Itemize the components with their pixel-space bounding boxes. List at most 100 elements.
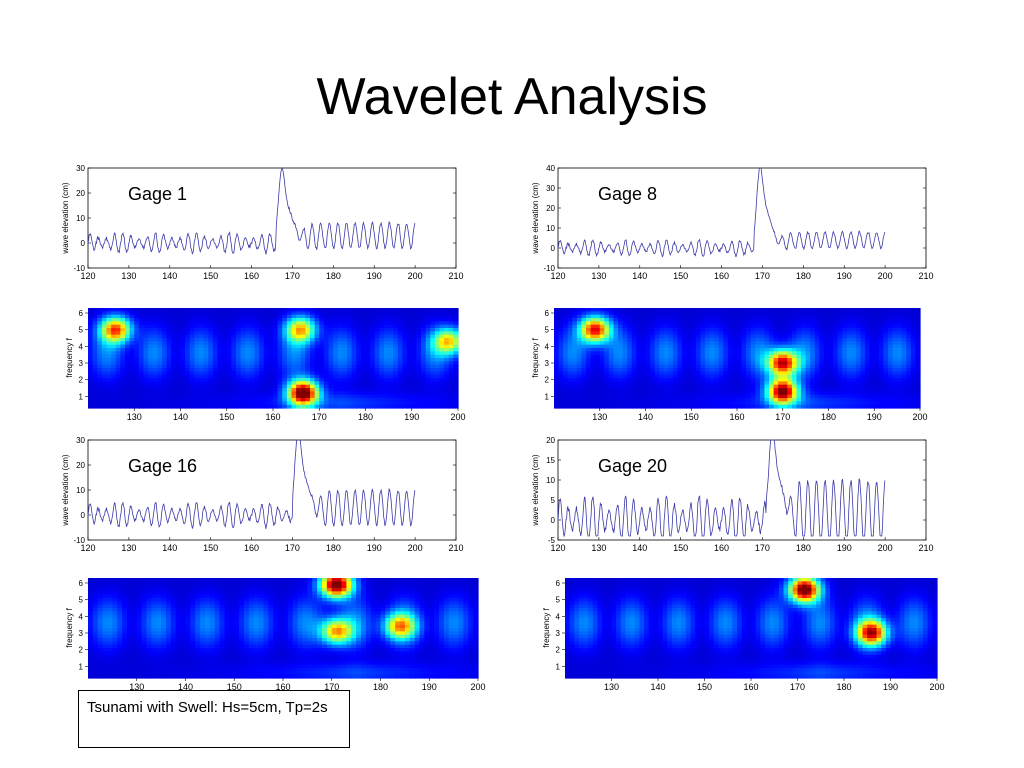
x-tick-label-gage-20: 170	[755, 543, 770, 553]
x-tick-label-gage-8: 130	[591, 271, 606, 281]
y-tick-label-gage-20: 20	[546, 436, 555, 445]
x-tick-label-spectrum-gage-16: 180	[373, 682, 388, 692]
y-tick-label-spectrum-gage-8: 1	[545, 392, 550, 401]
x-tick-label-gage-1: 150	[203, 271, 218, 281]
x-tick-label-gage-20: 210	[918, 543, 933, 553]
y-tick-label-gage-8: -10	[543, 264, 555, 273]
y-tick-label-gage-8: 0	[551, 244, 556, 253]
x-tick-label-spectrum-gage-8: 130	[592, 412, 607, 422]
x-tick-label-spectrum-gage-1: 170	[312, 412, 327, 422]
x-tick-label-gage-20: 150	[673, 543, 688, 553]
series-line-gage-8	[557, 167, 886, 258]
x-tick-label-spectrum-gage-8: 180	[821, 412, 836, 422]
plot-frame-gage-8	[557, 167, 927, 269]
y-tick-label-spectrum-gage-8: 5	[545, 326, 550, 335]
x-tick-label-spectrum-gage-20: 160	[743, 682, 758, 692]
x-tick-label-gage-8: 120	[550, 271, 565, 281]
x-tick-label-gage-8: 190	[837, 271, 852, 281]
x-tick-label-spectrum-gage-20: 150	[697, 682, 712, 692]
x-tick-label-spectrum-gage-20: 180	[836, 682, 851, 692]
gage-1-wavelet-spectrum: 130 140 150 160 170 180 190 200 1 2 3 4 5 6 frequency …	[60, 302, 470, 424]
plot-frame-gage-16	[87, 439, 457, 541]
x-tick-label-gage-8: 170	[755, 271, 770, 281]
gage-20-wavelet-spectrum: 130 140 150 160 170 180 190 200 1 2 3 4 5 6 frequency …	[530, 572, 950, 694]
x-tick-label-spectrum-gage-1: 200	[450, 412, 465, 422]
y-tick-label-spectrum-gage-20: 4	[556, 612, 561, 621]
y-tick-label-gage-8: 30	[546, 184, 555, 193]
x-tick-label-gage-20: 200	[878, 543, 893, 553]
y-tick-label-spectrum-gage-16: 1	[79, 662, 84, 671]
y-tick-label-spectrum-gage-16: 2	[79, 646, 84, 655]
x-tick-label-gage-1: 210	[448, 271, 463, 281]
y-axis-label-spectrum-gage-20: frequency f	[542, 607, 551, 647]
x-tick-label-gage-1: 180	[326, 271, 341, 281]
y-tick-label-gage-1: -10	[73, 264, 85, 273]
y-tick-label-gage-20: -5	[548, 536, 556, 545]
y-tick-label-spectrum-gage-8: 2	[545, 376, 550, 385]
x-tick-label-spectrum-gage-16: 130	[129, 682, 144, 692]
y-tick-label-gage-20: 0	[551, 516, 556, 525]
y-axis-label-gage-1: wave elevation (cm)	[61, 182, 70, 254]
x-tick-label-spectrum-gage-8: 190	[867, 412, 882, 422]
x-tick-label-spectrum-gage-8: 150	[684, 412, 699, 422]
y-tick-label-spectrum-gage-20: 2	[556, 646, 561, 655]
x-tick-label-gage-1: 190	[367, 271, 382, 281]
x-tick-label-gage-1: 120	[80, 271, 95, 281]
x-tick-label-gage-1: 170	[285, 271, 300, 281]
y-axis-label-spectrum-gage-16: frequency f	[65, 607, 74, 647]
gage-label-20: Gage 20	[598, 456, 667, 476]
y-tick-label-gage-20: 10	[546, 476, 555, 485]
y-tick-label-gage-16: 30	[76, 436, 85, 445]
y-tick-label-gage-1: 0	[81, 239, 86, 248]
x-tick-label-spectrum-gage-20: 170	[790, 682, 805, 692]
x-tick-label-spectrum-gage-8: 200	[912, 412, 927, 422]
x-tick-label-spectrum-gage-1: 140	[173, 412, 188, 422]
y-tick-label-gage-20: 15	[546, 456, 555, 465]
heatmap-cells-gage-16	[88, 578, 479, 679]
series-line-gage-20	[557, 439, 886, 538]
y-tick-label-gage-16: 10	[76, 486, 85, 495]
heatmap-cells-gage-20	[565, 578, 938, 679]
y-tick-label-spectrum-gage-16: 6	[79, 579, 84, 588]
x-tick-label-gage-20: 120	[550, 543, 565, 553]
x-tick-label-gage-16: 150	[203, 543, 218, 553]
x-tick-label-gage-20: 180	[796, 543, 811, 553]
x-tick-label-spectrum-gage-1: 190	[404, 412, 419, 422]
y-tick-label-spectrum-gage-1: 1	[79, 392, 84, 401]
x-tick-label-spectrum-gage-8: 160	[729, 412, 744, 422]
y-tick-label-gage-8: 40	[546, 164, 555, 173]
gage-label-16: Gage 16	[128, 456, 197, 476]
x-tick-label-gage-16: 140	[162, 543, 177, 553]
x-tick-label-gage-16: 160	[244, 543, 259, 553]
x-tick-label-gage-16: 190	[367, 543, 382, 553]
y-tick-label-gage-1: 20	[76, 189, 85, 198]
plot-frame-gage-20	[557, 439, 927, 541]
x-tick-label-gage-16: 130	[121, 543, 136, 553]
y-tick-label-spectrum-gage-1: 5	[79, 326, 84, 335]
gage-label-1: Gage 1	[128, 184, 187, 204]
gage-16-wavelet-spectrum: 130 140 150 160 170 180 190 200 1 2 3 4 5 6 frequency …	[60, 572, 490, 694]
x-tick-label-spectrum-gage-8: 140	[638, 412, 653, 422]
x-tick-label-gage-20: 190	[837, 543, 852, 553]
gage-label-8: Gage 8	[598, 184, 657, 204]
x-tick-label-spectrum-gage-16: 140	[178, 682, 193, 692]
y-tick-label-gage-16: 20	[76, 461, 85, 470]
x-tick-label-gage-1: 140	[162, 271, 177, 281]
x-tick-label-spectrum-gage-1: 130	[127, 412, 142, 422]
x-tick-label-gage-20: 140	[632, 543, 647, 553]
y-tick-label-spectrum-gage-1: 6	[79, 309, 84, 318]
x-tick-label-gage-1: 160	[244, 271, 259, 281]
y-axis-label-spectrum-gage-1: frequency f	[65, 337, 74, 377]
gage-20-time-series: 120 130 140 150 160 170 180 190 200 210 -5 0 5 10 15 20…	[530, 432, 950, 557]
y-tick-label-gage-8: 20	[546, 204, 555, 213]
slide-title: Wavelet Analysis	[316, 68, 708, 126]
gage-8-wavelet-spectrum: 130 140 150 160 170 180 190 200 1 2 3 4 5 6 frequency …	[528, 302, 938, 424]
x-tick-label-gage-16: 170	[285, 543, 300, 553]
x-tick-label-spectrum-gage-1: 150	[219, 412, 234, 422]
x-tick-label-gage-8: 200	[878, 271, 893, 281]
x-tick-label-spectrum-gage-1: 180	[358, 412, 373, 422]
x-tick-label-gage-8: 160	[714, 271, 729, 281]
y-tick-label-spectrum-gage-16: 3	[79, 629, 84, 638]
x-tick-label-gage-8: 140	[632, 271, 647, 281]
y-tick-label-spectrum-gage-20: 5	[556, 596, 561, 605]
